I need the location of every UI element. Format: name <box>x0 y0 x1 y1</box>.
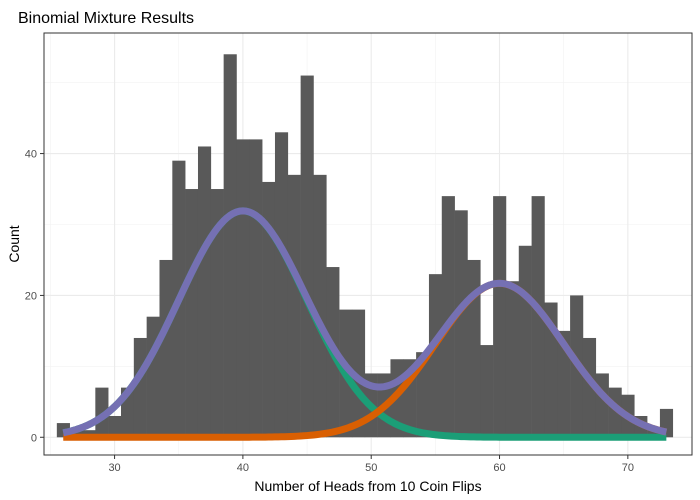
histogram-bar <box>313 174 327 438</box>
histogram-bars <box>56 54 674 438</box>
histogram-bar <box>647 430 661 438</box>
histogram-bar <box>197 146 212 438</box>
x-tick-label: 40 <box>237 462 249 474</box>
histogram-bar <box>300 75 314 438</box>
histogram-bar <box>159 259 173 438</box>
histogram-bar <box>467 259 481 438</box>
histogram-bar <box>69 430 83 438</box>
x-tick-label: 30 <box>108 462 120 474</box>
x-tick-label: 50 <box>365 462 377 474</box>
x-tick-label: 60 <box>493 462 505 474</box>
histogram-bar <box>82 430 96 438</box>
density-curve-3 <box>62 207 668 437</box>
histogram-bar <box>454 210 468 438</box>
histogram-bar <box>262 181 276 438</box>
histogram-bar <box>95 387 109 438</box>
histogram-bar <box>557 330 571 438</box>
histogram-bar <box>249 139 263 438</box>
histogram-bar <box>223 54 237 438</box>
histogram-bar <box>480 345 494 438</box>
histogram-bar <box>274 132 289 438</box>
density-curves <box>62 207 668 441</box>
histogram-bar <box>518 245 532 438</box>
histogram-bar <box>595 373 609 438</box>
histogram-bar <box>210 189 224 438</box>
histogram-bar <box>185 189 199 438</box>
y-axis: 0 20 40 <box>25 149 44 444</box>
histogram-bar <box>428 274 443 438</box>
y-tick-label: 0 <box>31 432 37 444</box>
histogram-bar <box>505 281 520 438</box>
histogram-bar <box>531 196 545 438</box>
y-tick-label: 40 <box>25 149 37 161</box>
histogram-bar <box>236 139 250 438</box>
x-axis-title: Number of Heads from 10 Coin Flips <box>254 478 481 494</box>
plot-border <box>43 32 693 456</box>
x-tick-label: 70 <box>622 462 634 474</box>
x-axis: 30 40 50 60 70 <box>108 455 634 474</box>
histogram-bar <box>416 352 430 438</box>
histogram-bar <box>133 337 147 438</box>
histogram-bar <box>287 174 301 438</box>
histogram-bar <box>108 415 122 438</box>
histogram-bar <box>582 337 597 438</box>
y-axis-title: Count <box>6 225 22 262</box>
histogram-bar <box>146 316 160 438</box>
histogram-bar <box>351 309 366 438</box>
y-tick-label: 20 <box>25 290 37 302</box>
histogram-bar <box>493 196 507 438</box>
histogram-bar <box>441 196 455 438</box>
chart-title: Binomial Mixture Results <box>18 10 194 27</box>
